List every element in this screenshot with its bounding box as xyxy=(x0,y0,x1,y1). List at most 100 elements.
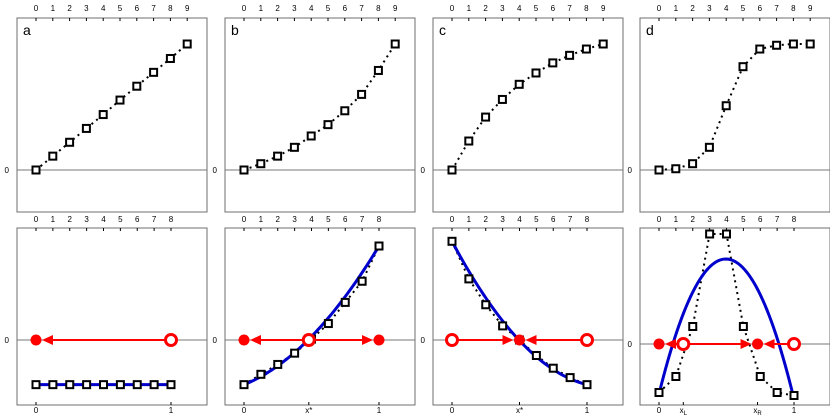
x-tick-label-bottom: 1 xyxy=(169,406,174,415)
data-point xyxy=(306,131,316,141)
x-tick-label-top: 6 xyxy=(343,4,348,13)
x-tick-label-bottom: 1 xyxy=(792,406,797,415)
x-tick-label-top: 2 xyxy=(276,215,281,224)
flow-arrow-head xyxy=(763,339,775,349)
x-tick-label-top: 9 xyxy=(185,4,190,13)
data-point xyxy=(31,380,41,390)
x-tick-label-top: 5 xyxy=(118,4,123,13)
data-point xyxy=(705,229,715,239)
panel-frame xyxy=(639,17,830,213)
x-tick-label-top: 5 xyxy=(118,215,123,224)
stable-fixed-point xyxy=(373,334,385,346)
x-tick-label-top: 2 xyxy=(484,215,489,224)
fitted-curve xyxy=(657,257,796,400)
data-point xyxy=(805,39,815,49)
x-tick-label-top: 3 xyxy=(500,215,505,224)
data-point xyxy=(132,81,142,91)
x-tick-label-top: 3 xyxy=(84,215,89,224)
data-series-dotted xyxy=(35,43,188,171)
data-point xyxy=(755,372,765,381)
panel-frame xyxy=(432,17,624,213)
x-tick-label-top: 4 xyxy=(517,215,522,224)
data-point xyxy=(704,142,714,152)
y-tick-label: 0 xyxy=(421,166,426,175)
data-point xyxy=(256,369,266,379)
y-tick-label: 0 xyxy=(5,166,10,175)
data-point xyxy=(772,388,782,397)
flow-arrow-head xyxy=(502,335,514,345)
data-point xyxy=(598,39,608,49)
data-point xyxy=(357,276,367,286)
flow-arrow-head xyxy=(42,335,53,345)
data-point xyxy=(165,53,175,63)
fitted-curve xyxy=(243,245,381,387)
stable-fixed-point xyxy=(30,334,42,346)
data-point xyxy=(81,123,91,133)
data-point xyxy=(273,151,283,161)
data-point xyxy=(48,380,58,390)
flow-arrow-head xyxy=(740,339,752,349)
panel-frame xyxy=(16,227,208,406)
x-tick-label-top: 6 xyxy=(551,4,556,13)
x-tick-label-top: 6 xyxy=(135,4,140,13)
data-point xyxy=(323,319,333,329)
x-tick-label-top: 2 xyxy=(67,4,72,13)
x-tick-label-bottom: 0 xyxy=(34,406,39,415)
unstable-fixed-point xyxy=(445,333,459,347)
data-point xyxy=(256,159,266,169)
x-tick-label-top: 1 xyxy=(51,4,56,13)
x-tick-label-top: 4 xyxy=(517,4,522,13)
unstable-fixed-point xyxy=(164,333,178,347)
panel-frame xyxy=(16,17,208,213)
x-tick-label-bottom: 1 xyxy=(377,406,382,415)
x-tick-label-top: 5 xyxy=(534,4,539,13)
stable-fixed-point xyxy=(514,334,525,346)
x-tick-label-top: 9 xyxy=(601,4,606,13)
data-point xyxy=(755,44,765,54)
data-point xyxy=(738,322,748,331)
flow-arrow-head xyxy=(362,335,373,345)
data-point xyxy=(531,351,541,361)
data-point xyxy=(772,40,782,50)
x-tick-label-top: 0 xyxy=(450,215,455,224)
data-point xyxy=(531,68,541,78)
data-point xyxy=(581,44,591,54)
x-tick-label-top: 0 xyxy=(34,4,39,13)
stable-fixed-point xyxy=(752,338,764,350)
panel-frame xyxy=(224,227,416,406)
y-tick-label: 0 xyxy=(628,340,633,349)
data-point xyxy=(323,120,333,130)
data-point xyxy=(48,151,58,161)
data-point xyxy=(357,89,367,99)
data-point xyxy=(390,39,400,49)
x-tick-label-top: 2 xyxy=(691,215,696,224)
x-tick-label-top: 9 xyxy=(808,4,813,13)
data-point xyxy=(82,380,92,390)
x-tick-label-top: 1 xyxy=(51,215,56,224)
x-tick-label-top: 8 xyxy=(585,215,590,224)
x-tick-label-top: 8 xyxy=(791,4,796,13)
data-point xyxy=(481,300,491,310)
data-point xyxy=(115,380,125,390)
data-point xyxy=(447,236,457,246)
unstable-fixed-point xyxy=(787,337,801,351)
data-point xyxy=(481,112,491,122)
x-tick-label-top: 8 xyxy=(168,4,173,13)
data-series-dotted xyxy=(451,43,604,171)
data-point xyxy=(149,67,159,77)
x-tick-label-top: 1 xyxy=(467,215,472,224)
data-point xyxy=(789,391,799,400)
data-point xyxy=(671,164,681,174)
data-point xyxy=(688,159,698,169)
x-tick-label-bottom: xL xyxy=(680,406,688,415)
x-tick-label-top: 1 xyxy=(259,4,264,13)
data-point xyxy=(99,380,108,390)
x-tick-label-top: 3 xyxy=(500,4,505,13)
x-tick-label-top: 5 xyxy=(326,215,331,224)
data-point xyxy=(182,39,192,49)
data-point xyxy=(115,95,125,105)
data-point xyxy=(239,380,249,390)
panel-label: d xyxy=(646,22,654,38)
x-tick-label-top: 3 xyxy=(84,4,89,13)
x-tick-label-top: 5 xyxy=(534,215,539,224)
